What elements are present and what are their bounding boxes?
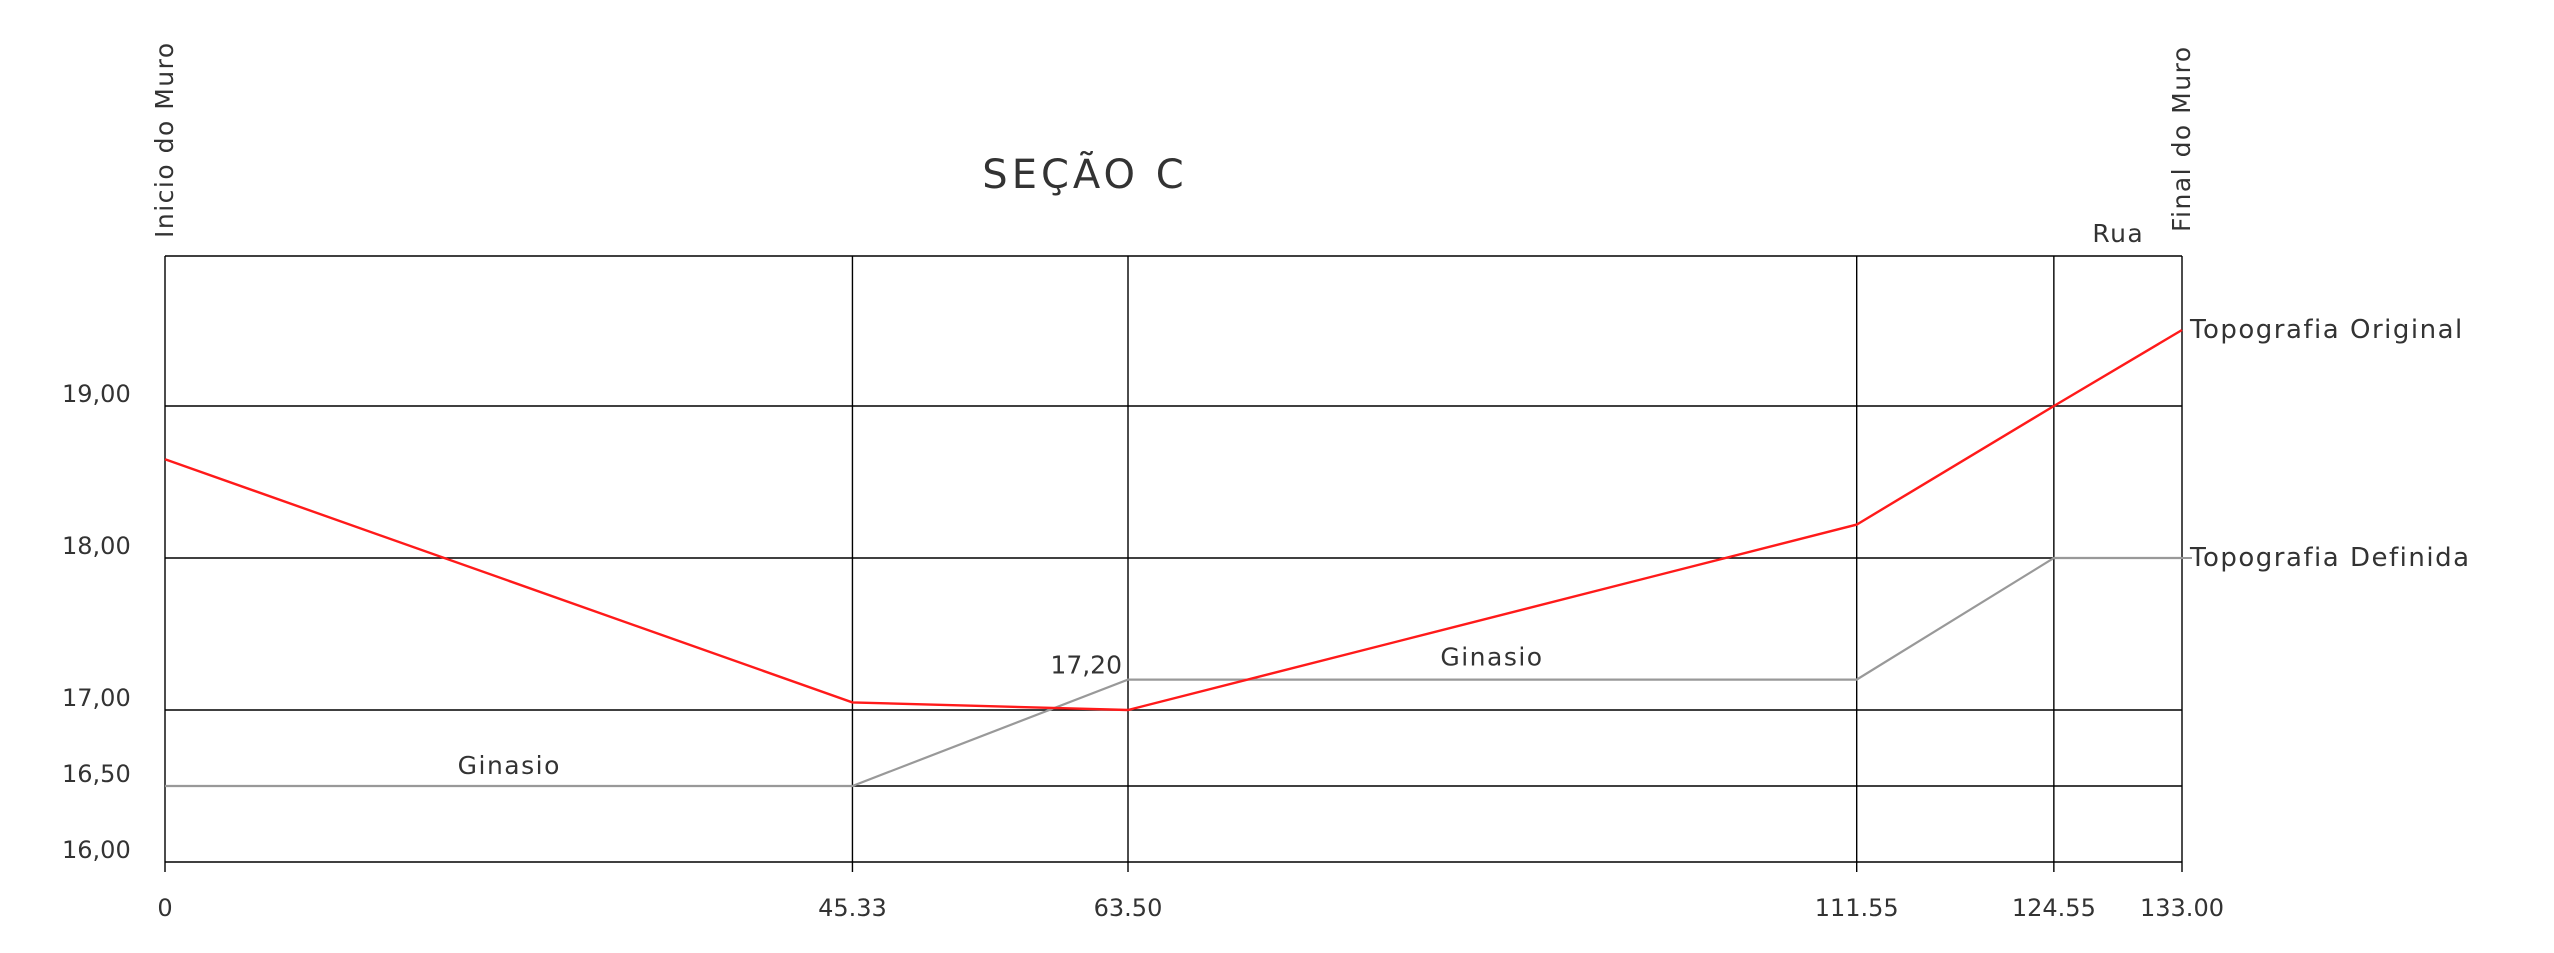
y-tick-label: 16,00 bbox=[62, 836, 131, 864]
annotation-ginasio-upper: Ginasio bbox=[1440, 643, 1543, 672]
y-tick-label: 19,00 bbox=[62, 380, 131, 408]
x-tick-label: 45.33 bbox=[818, 894, 887, 922]
annotation-final-do-muro: Final do Muro bbox=[2167, 45, 2196, 232]
annotation-ginasio-lower: Ginasio bbox=[458, 751, 561, 780]
annotation-elevation-17-20: 17,20 bbox=[1050, 651, 1122, 680]
x-tick-label: 133.00 bbox=[2140, 894, 2224, 922]
x-tick-label: 124.55 bbox=[2012, 894, 2096, 922]
annotation-rua: Rua bbox=[2092, 219, 2144, 248]
y-tick-label: 18,00 bbox=[62, 532, 131, 560]
x-tick-label: 111.55 bbox=[1815, 894, 1899, 922]
annotation-inicio-do-muro: Inicio do Muro bbox=[150, 41, 179, 238]
y-tick-label: 17,00 bbox=[62, 684, 131, 712]
legend-label-topografia-definida: Topografia Definida bbox=[2189, 543, 2471, 573]
series-topografia-original-line bbox=[164, 328, 2183, 712]
legend-label-topografia-original: Topografia Original bbox=[2189, 315, 2464, 345]
x-tick-label: 0 bbox=[157, 894, 172, 922]
chart-title: SEÇÃO C bbox=[982, 150, 1187, 198]
series-lines bbox=[164, 328, 2192, 788]
y-tick-label: 16,50 bbox=[62, 760, 131, 788]
labels: 16,00 16,50 17,00 18,00 19,00 0 45.33 63.50 111.… bbox=[62, 41, 2471, 922]
series-topografia-definida-line bbox=[165, 556, 2182, 788]
x-tick-label: 63.50 bbox=[1094, 894, 1163, 922]
